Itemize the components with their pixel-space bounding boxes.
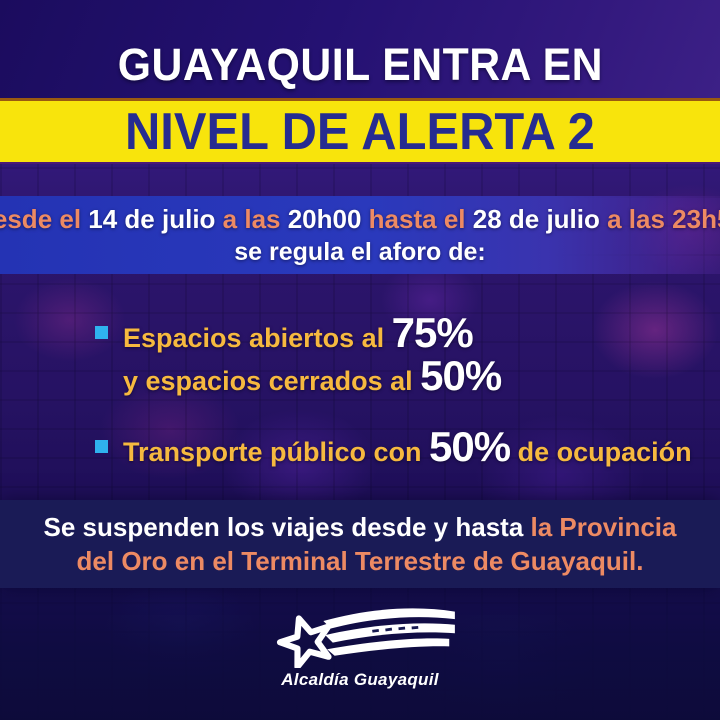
poster-headline: GUAYAQUIL ENTRA EN xyxy=(117,39,603,90)
alert-level-text: NIVEL DE ALERTA 2 xyxy=(125,102,595,161)
notice-segment: la Provincia xyxy=(530,512,677,542)
schedule-line: Desde el 14 de julio a las 20h00 hasta e… xyxy=(0,204,720,235)
rule-segment: de ocupación xyxy=(510,437,692,467)
rule-line: Espacios abiertos al 75% xyxy=(123,312,501,357)
schedule-band: Desde el 14 de julio a las 20h00 hasta e… xyxy=(0,196,720,274)
schedule-segment: a las 23h59 xyxy=(607,203,720,234)
schedule-segment: hasta el xyxy=(368,203,473,234)
schedule-segment: 28 de julio xyxy=(472,203,608,234)
schedule-segment: 14 de julio xyxy=(88,203,223,234)
percentage-value: 50% xyxy=(420,352,502,399)
rule-line: y espacios cerrados al 50% xyxy=(123,355,502,400)
bullet-square-icon xyxy=(95,326,108,339)
notice-segment: Se suspenden los viajes desde y hasta xyxy=(43,512,531,542)
logo-caption: Alcaldía Guayaquil xyxy=(281,670,439,689)
capacity-rule-text: Transporte público con 50% de ocupación xyxy=(123,426,692,471)
rule-segment: y espacios cerrados al xyxy=(123,366,421,396)
rule-segment: Transporte público con xyxy=(123,437,430,467)
percentage-value: 50% xyxy=(429,423,511,470)
suspension-line: del Oro en el Terminal Terrestre de Guay… xyxy=(76,546,644,576)
city-logo: Alcaldía Guayaquil xyxy=(255,606,465,690)
capacity-rules-list: Espacios abiertos al 75% y espacios cerr… xyxy=(95,312,692,471)
list-item: Espacios abiertos al 75% y espacios cerr… xyxy=(95,312,690,400)
percentage-value: 75% xyxy=(391,309,474,356)
capacity-rule-text: Espacios abiertos al 75% y espacios cerr… xyxy=(123,312,502,400)
rule-segment: Espacios abiertos al xyxy=(123,323,392,353)
schedule-segment: a las xyxy=(222,203,288,234)
list-item: Transporte público con 50% de ocupación xyxy=(95,426,692,471)
rule-line: Transporte público con 50% de ocupación xyxy=(123,426,692,471)
schedule-segment: 20h00 xyxy=(287,203,369,234)
alert-level-banner: NIVEL DE ALERTA 2 xyxy=(0,98,720,164)
schedule-segment: Desde el xyxy=(0,203,82,234)
star-swoosh-icon xyxy=(276,608,455,668)
suspension-notice-band: Se suspenden los viajes desde y hasta la… xyxy=(0,500,720,588)
poster-header: GUAYAQUIL ENTRA EN xyxy=(0,0,720,98)
suspension-line: Se suspenden los viajes desde y hasta la… xyxy=(44,511,677,543)
bullet-square-icon xyxy=(95,440,108,453)
bottom-shade-overlay xyxy=(0,588,720,720)
schedule-subtitle: se regula el aforo de: xyxy=(234,237,486,266)
